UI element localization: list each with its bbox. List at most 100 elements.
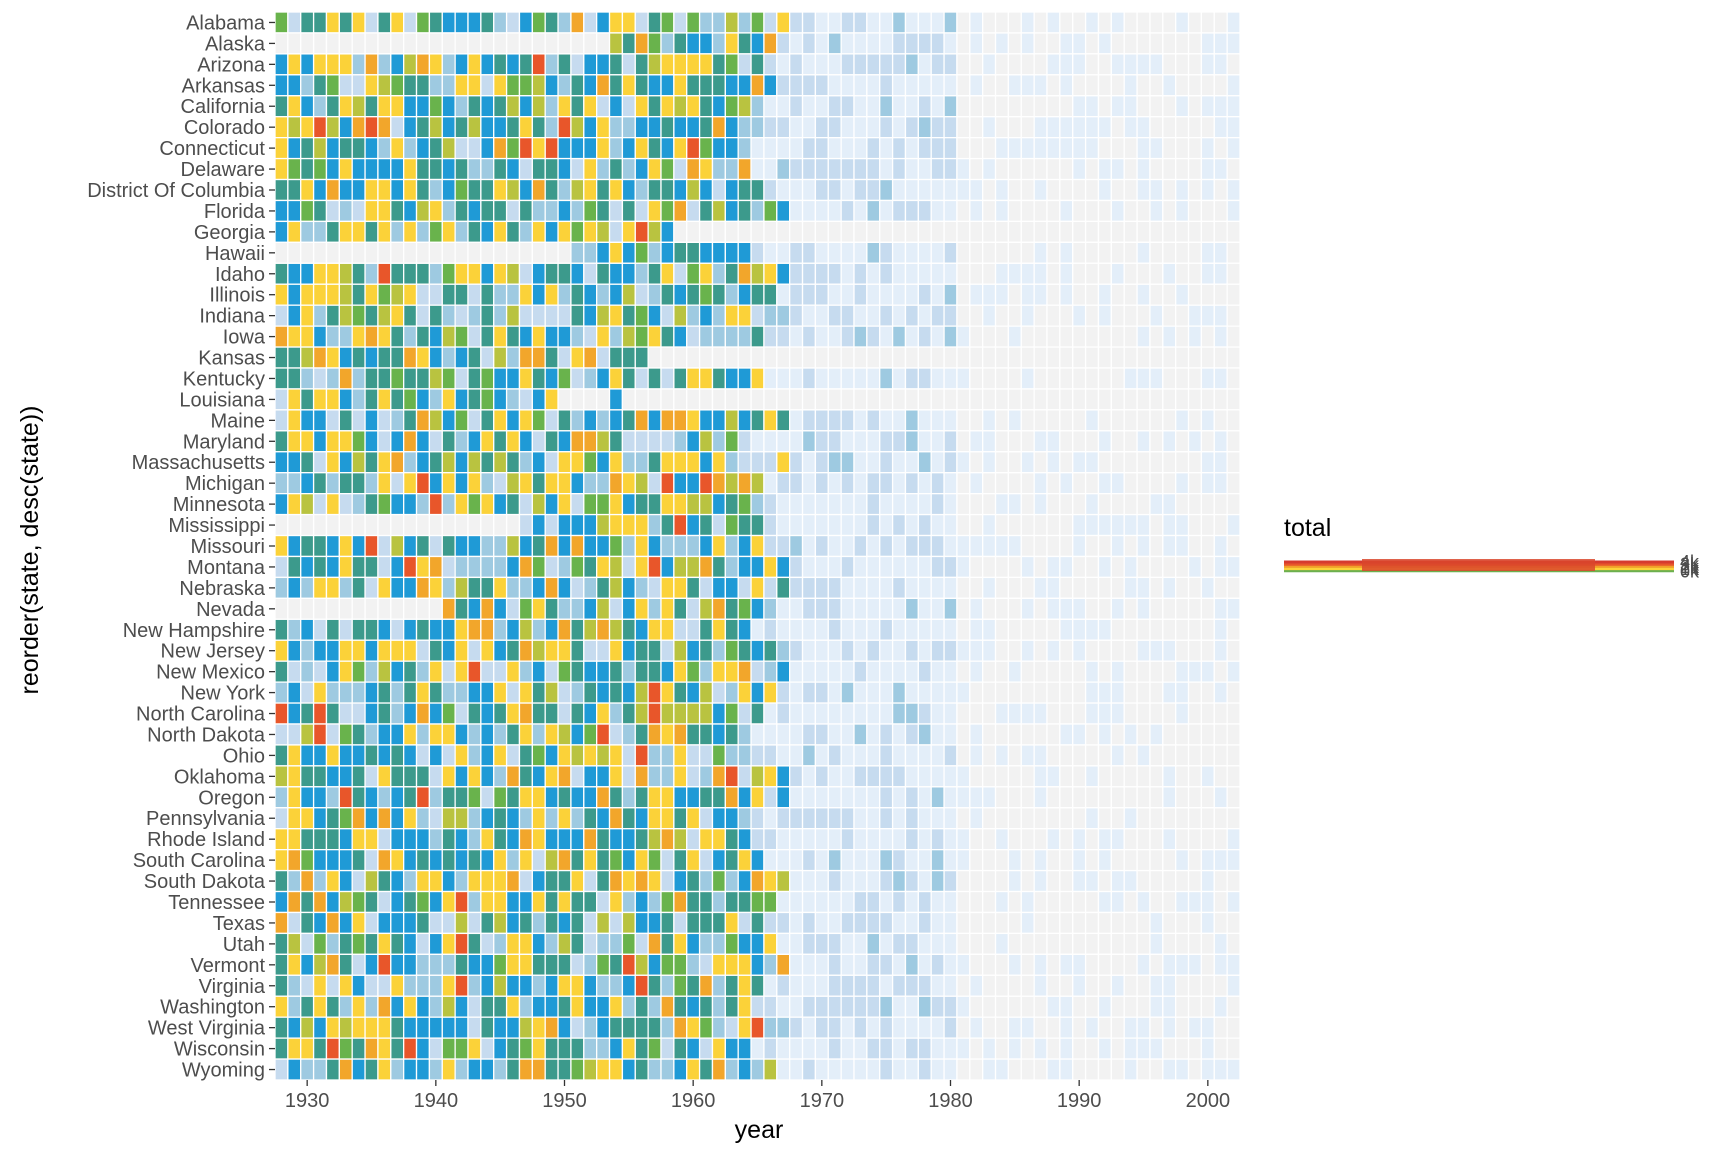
heat-cell [325, 513, 340, 537]
heat-cell [544, 576, 559, 599]
heat-cell [518, 241, 533, 264]
heat-cell [917, 890, 932, 914]
heat-cell [518, 681, 533, 704]
heat-cell [917, 534, 932, 558]
heat-cell [480, 220, 495, 244]
heat-cell [287, 492, 302, 516]
heat-cell [377, 304, 392, 327]
heat-cell [1123, 995, 1138, 1018]
heat-cell [544, 681, 559, 704]
heat-cell [493, 765, 508, 788]
heat-cell [789, 869, 804, 893]
heat-cell [943, 974, 958, 997]
heat-cell [1097, 11, 1112, 34]
heat-cell [994, 932, 1010, 955]
heat-cell [1046, 136, 1061, 160]
heat-cell [1123, 639, 1138, 662]
heat-cell [982, 388, 997, 411]
heat-cell [1162, 74, 1177, 97]
heat-cell [1136, 430, 1151, 453]
heat-cell [1059, 157, 1074, 181]
heat-cell [724, 451, 739, 474]
heat-cell [686, 430, 701, 453]
heat-cell [441, 116, 456, 139]
heat-cell [724, 472, 739, 495]
heat-cell [801, 116, 817, 139]
heat-cell [467, 346, 482, 369]
heat-cell [544, 995, 559, 1018]
heat-cell [1200, 136, 1215, 160]
heat-cell [364, 492, 379, 516]
heat-cell [853, 932, 868, 955]
heat-cell [930, 597, 945, 620]
heat-cell [1020, 576, 1035, 599]
heat-cell [1149, 409, 1164, 432]
heat-cell [1097, 220, 1112, 244]
heat-cell [570, 74, 585, 97]
heat-cell [596, 995, 611, 1018]
heat-cell [1084, 220, 1100, 244]
heat-cell [853, 828, 868, 851]
y-tick-label: Wyoming [182, 1060, 265, 1082]
heat-cell [325, 576, 340, 599]
heat-cell [956, 157, 971, 181]
heat-cell [300, 262, 315, 285]
heat-cell [917, 157, 932, 181]
heat-cell [698, 555, 714, 579]
heat-cell [1149, 597, 1164, 620]
heat-cell [1072, 74, 1087, 97]
heat-cell [377, 786, 392, 809]
heat-cell [1213, 74, 1228, 97]
y-tick-label: Arizona [197, 54, 266, 76]
heat-cell [415, 11, 431, 34]
heat-cell [660, 116, 675, 139]
heat-cell [660, 199, 675, 223]
heat-cell [737, 220, 752, 244]
heat-cell [1110, 472, 1125, 495]
heat-cell [428, 765, 443, 788]
heat-cell [840, 53, 855, 76]
heat-cell [454, 136, 469, 160]
heat-cell [505, 828, 521, 851]
heat-cell [698, 430, 714, 453]
heat-cell [621, 890, 636, 914]
heat-cell [415, 325, 431, 348]
heat-cell [377, 807, 392, 830]
heat-cell [660, 95, 675, 118]
heat-cell [1226, 702, 1241, 725]
heat-cell [866, 220, 881, 244]
heat-cell [866, 807, 881, 830]
heat-cell [1200, 1016, 1215, 1039]
heat-cell [1149, 639, 1164, 662]
heat-cell [853, 744, 868, 767]
heat-cell [428, 974, 443, 997]
heat-cell [1123, 157, 1138, 181]
heat-cell [866, 890, 881, 914]
heat-cell [480, 744, 495, 767]
heat-cell [853, 220, 868, 244]
heat-cell [454, 157, 469, 181]
heat-cell [287, 576, 302, 599]
heat-cell [493, 513, 508, 537]
heat-cell [737, 995, 752, 1018]
heat-cell [814, 116, 829, 139]
heat-cell [1097, 1016, 1112, 1039]
heat-cell [1084, 513, 1100, 537]
heat-cell [698, 723, 714, 746]
heat-cell [827, 388, 842, 411]
heat-cell [454, 283, 469, 306]
heat-cell [1110, 346, 1125, 369]
heat-cell [596, 409, 611, 432]
heat-cell [1187, 1016, 1203, 1039]
heat-cell [917, 974, 932, 997]
heat-cell [505, 995, 521, 1018]
heat-cell [1162, 555, 1177, 579]
heat-cell [300, 74, 315, 97]
heat-cell [531, 241, 546, 264]
heat-cell [300, 451, 315, 474]
heat-cell [390, 869, 405, 893]
heat-cell [596, 786, 611, 809]
heat-cell [853, 869, 868, 893]
heat-cell [930, 890, 945, 914]
heat-cell [1097, 597, 1112, 620]
